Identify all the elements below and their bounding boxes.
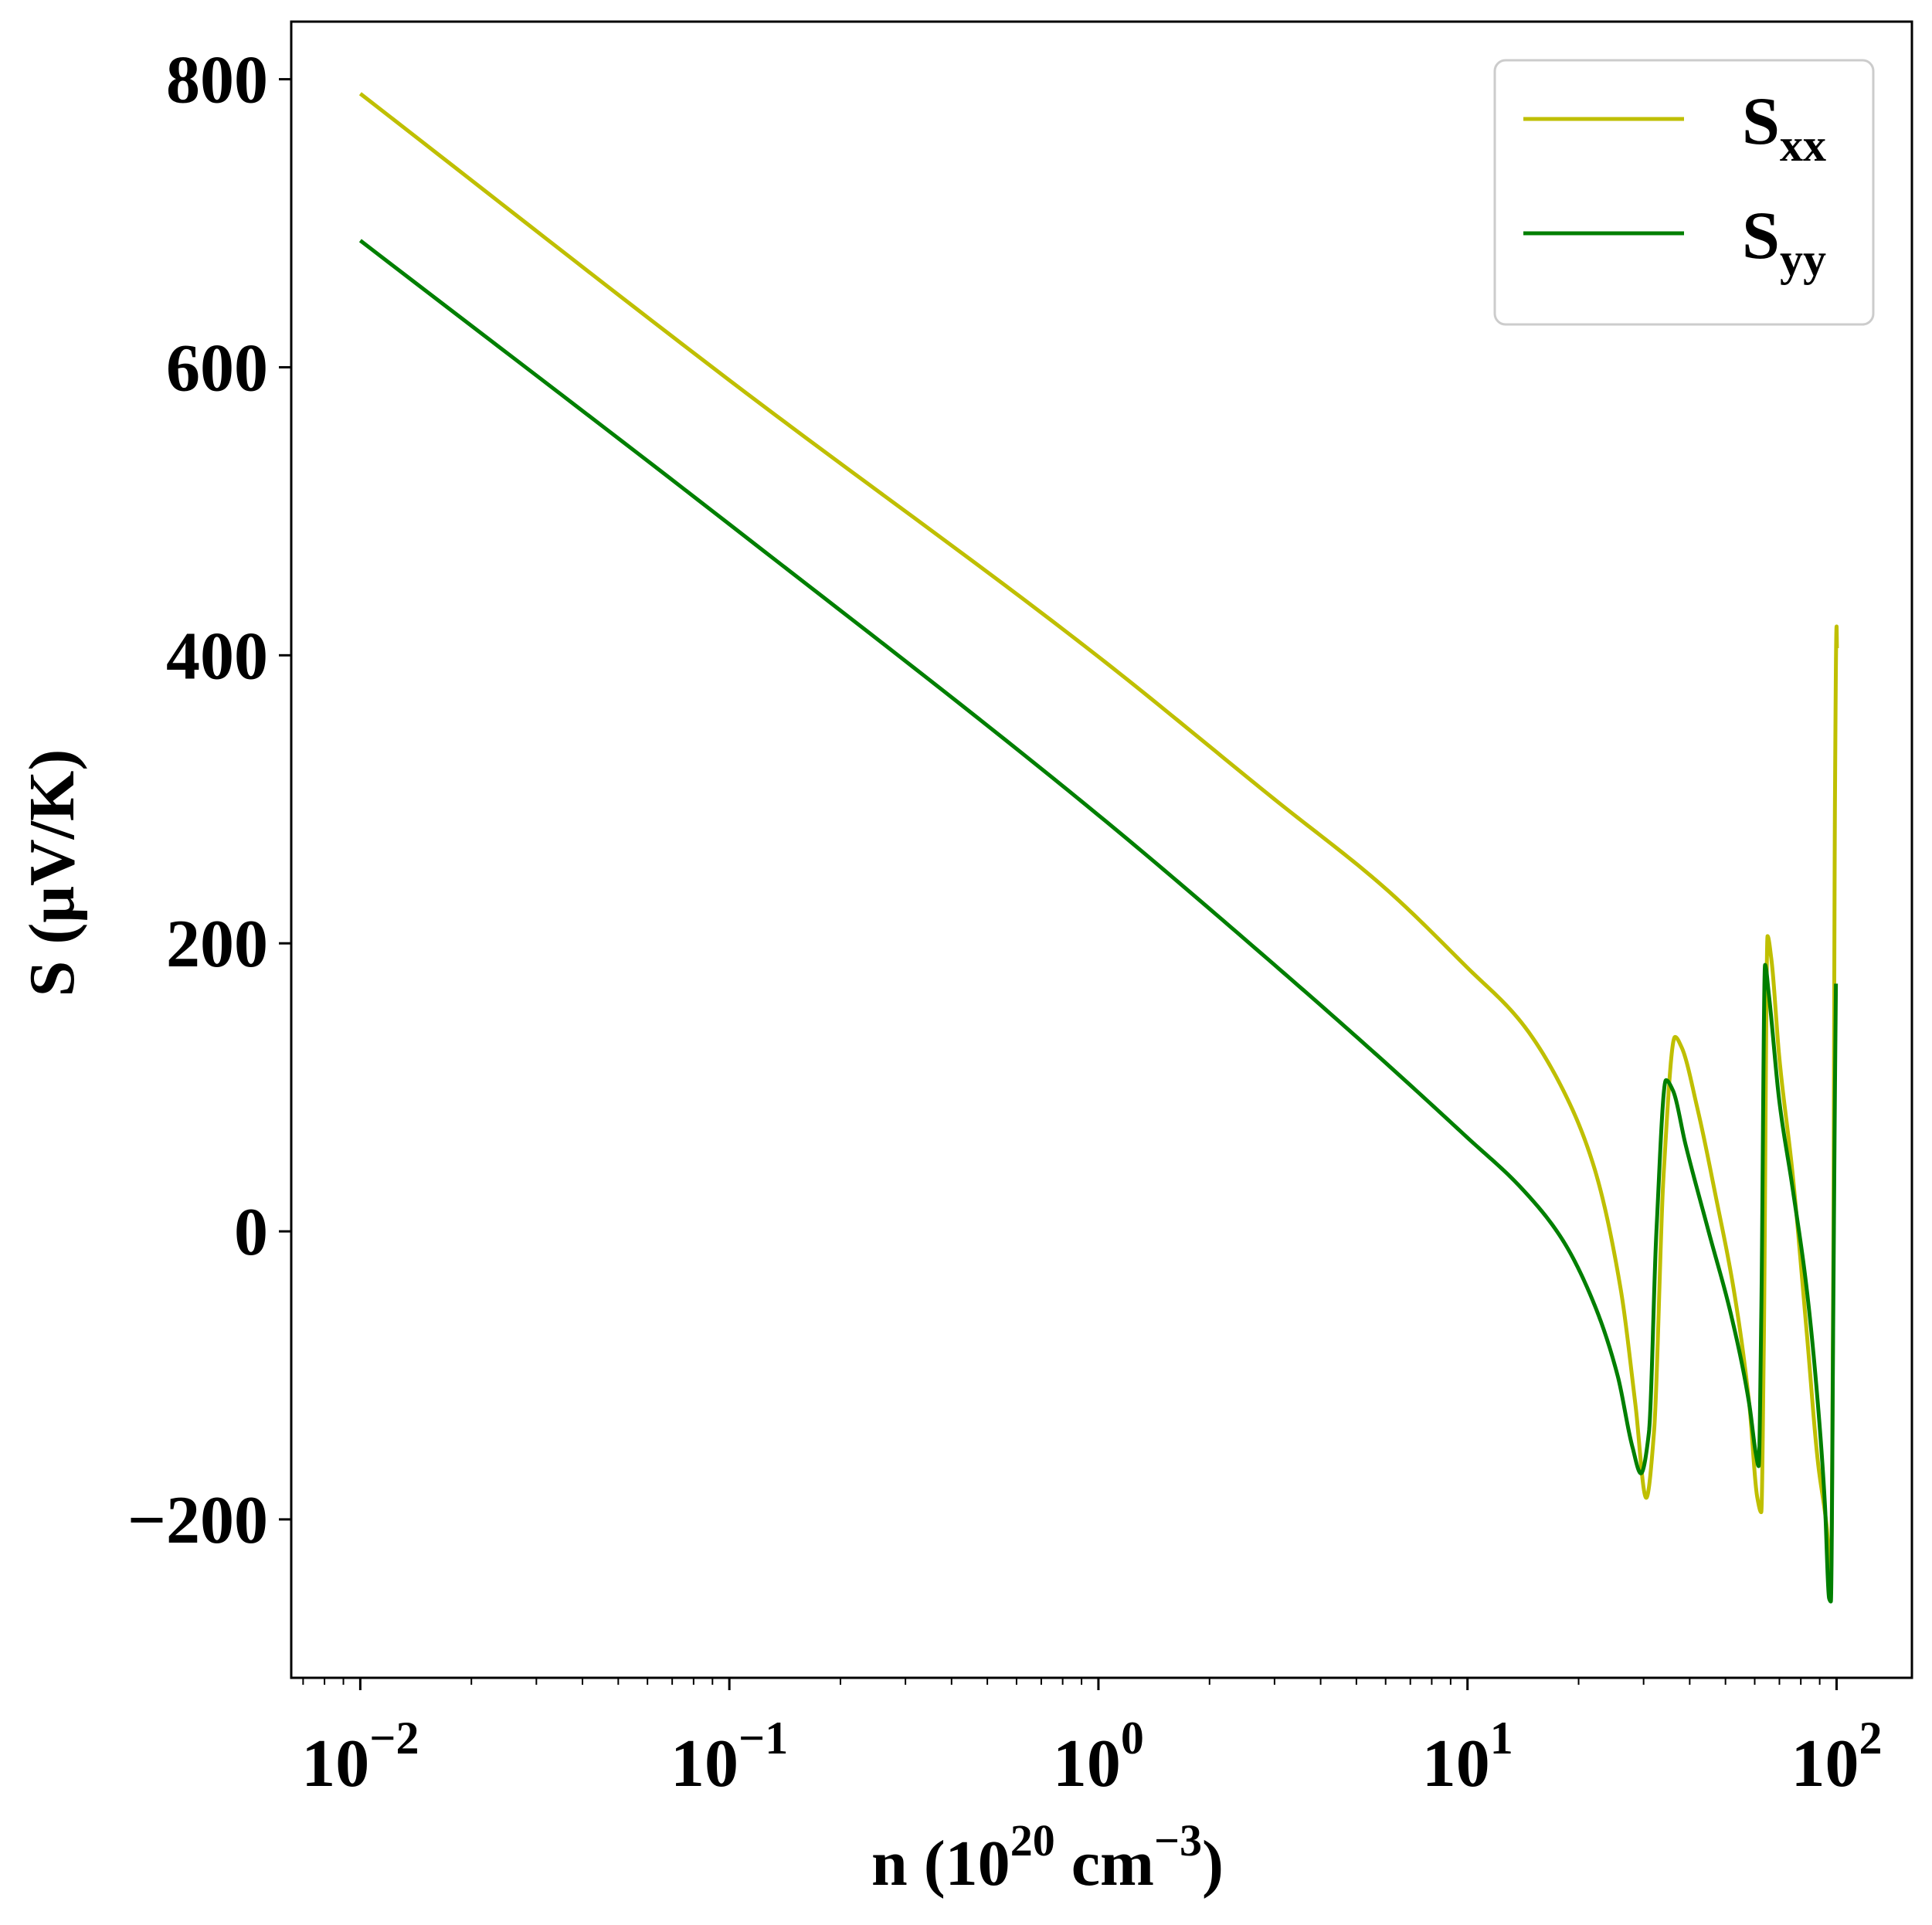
x-tick-label-exponent: −1 — [739, 1713, 788, 1764]
legend-box — [1493, 59, 1875, 326]
x-tick-label-base: 10 — [301, 1726, 369, 1801]
legend-label-sxx-main: S — [1742, 84, 1780, 159]
x-tick-label: 10−1 — [671, 1713, 788, 1801]
x-tick-label: 10−2 — [301, 1713, 419, 1801]
x-axis-title-base: n (10 — [871, 1828, 1010, 1900]
x-axis-title: n (1020 cm−3) — [871, 1815, 1224, 1900]
x-tick-label: 101 — [1422, 1713, 1513, 1801]
legend-label-syy-sub: yy — [1780, 234, 1826, 285]
x-axis-title-close: ) — [1202, 1828, 1224, 1900]
y-tick-label: −200 — [127, 1483, 268, 1558]
x-tick-label-base: 10 — [1422, 1726, 1490, 1801]
x-tick-label-exponent: 1 — [1490, 1713, 1513, 1764]
series-line-xx — [358, 92, 1839, 1579]
x-tick-label-base: 10 — [1053, 1726, 1121, 1801]
plot-frame — [290, 20, 1913, 1679]
y-axis-ticks: −200 0 200 400 600 800 — [127, 43, 291, 1558]
x-axis-title-unit: cm — [1055, 1828, 1154, 1900]
x-axis-title-unit-exponent: −3 — [1154, 1815, 1202, 1866]
y-axis-title: S (μV/K) — [16, 749, 88, 997]
x-tick-label-base: 10 — [671, 1726, 739, 1801]
legend-label-sxx-sub: xx — [1780, 120, 1826, 171]
legend-label-syy-main: S — [1742, 199, 1780, 273]
x-tick-label-base: 10 — [1791, 1726, 1859, 1801]
x-tick-label: 100 — [1053, 1713, 1144, 1801]
plot-series — [358, 92, 1839, 1604]
x-axis-ticks: 10−2 10−1 100 101 102 — [301, 1678, 1882, 1801]
y-tick-label: 800 — [166, 43, 268, 118]
x-axis-title-exponent: 20 — [1010, 1815, 1055, 1866]
x-tick-label: 102 — [1791, 1713, 1882, 1801]
x-tick-label-exponent: 2 — [1859, 1713, 1882, 1764]
y-tick-label: 600 — [166, 331, 268, 406]
legend-label-syy: Syy — [1742, 199, 1826, 285]
y-tick-label: 400 — [166, 619, 268, 694]
series-line-yy — [358, 239, 1839, 1604]
x-tick-label-exponent: −2 — [369, 1713, 419, 1764]
x-tick-label-exponent: 0 — [1121, 1713, 1144, 1764]
y-tick-label: 200 — [166, 907, 268, 982]
legend: Sxx Syy — [1493, 59, 1875, 326]
y-tick-label: 0 — [234, 1195, 268, 1270]
legend-label-sxx: Sxx — [1742, 84, 1826, 171]
